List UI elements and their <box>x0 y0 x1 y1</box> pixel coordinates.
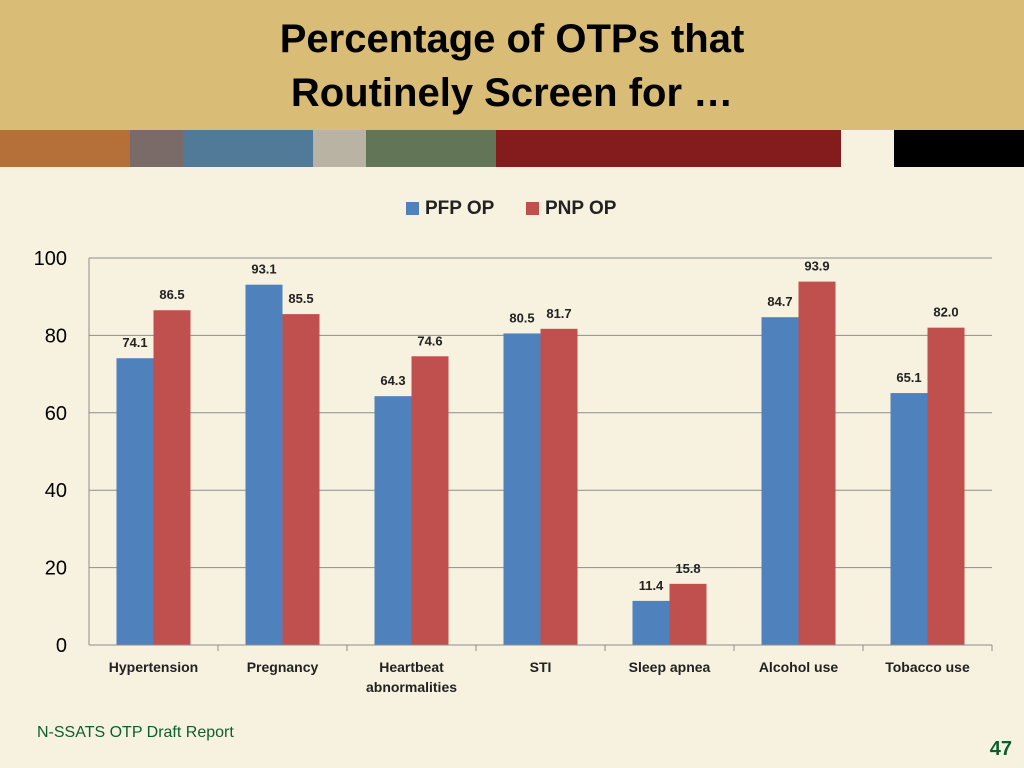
y-tick-label: 40 <box>45 480 67 502</box>
bar-pfp-op <box>245 284 283 645</box>
data-label: 11.4 <box>639 578 664 593</box>
data-label: 64.3 <box>380 373 405 388</box>
bar-pnp-op <box>669 583 707 645</box>
data-label: 80.5 <box>509 310 534 325</box>
slide-title-line-2: Routinely Screen for … <box>290 71 734 115</box>
legend-swatch <box>526 202 539 215</box>
strip-segment <box>130 130 183 167</box>
x-tick-label: Heartbeat <box>379 659 444 675</box>
data-label: 93.9 <box>804 259 829 274</box>
data-label: 65.1 <box>896 370 921 385</box>
bar-pfp-op <box>116 358 154 645</box>
x-tick-label: Hypertension <box>109 659 198 675</box>
x-tick-label: Tobacco use <box>885 659 970 675</box>
bar-pnp-op <box>411 356 449 645</box>
bar-pfp-op <box>374 396 412 645</box>
strip-segment <box>183 130 313 167</box>
x-tick-label: Sleep apnea <box>629 659 711 675</box>
decorative-color-strip <box>0 130 1024 167</box>
x-tick-label: Alcohol use <box>759 659 839 675</box>
bar-pnp-op <box>798 281 836 645</box>
data-label: 93.1 <box>251 262 276 277</box>
data-label: 82.0 <box>933 305 958 320</box>
slide-title-line-1: Percentage of OTPs that <box>279 17 745 61</box>
y-tick-label: 100 <box>34 248 67 270</box>
data-label: 74.6 <box>417 333 442 348</box>
x-tick-label: abnormalities <box>366 679 457 695</box>
title-banner <box>0 0 1024 130</box>
legend-label: PFP OP <box>425 198 495 219</box>
bar-pnp-op <box>282 314 320 645</box>
x-tick-label: STI <box>530 659 552 675</box>
strip-segment <box>894 130 1024 167</box>
y-tick-label: 0 <box>56 635 67 657</box>
bar-chart: 0 20 40 60 80 100 74.1 86.5 Hypertension 93.1 85.5… <box>34 198 993 695</box>
chart-container: 0 20 40 60 80 100 74.1 86.5 Hypertension 93.1 85.5… <box>0 180 1024 710</box>
strip-segment <box>841 130 894 167</box>
bar-pfp-op <box>503 333 541 645</box>
data-label: 81.7 <box>546 306 571 321</box>
data-label: 86.5 <box>159 287 184 302</box>
data-label: 15.8 <box>675 561 700 576</box>
legend-label: PNP OP <box>545 198 617 219</box>
bar-pfp-op <box>761 317 799 645</box>
bar-pnp-op <box>927 327 965 645</box>
bar-pfp-op <box>632 600 670 645</box>
bar-pfp-op <box>890 393 928 645</box>
y-tick-label: 60 <box>45 403 67 425</box>
data-label: 84.7 <box>767 294 792 309</box>
legend-swatch <box>406 202 419 215</box>
page-number: 47 <box>989 738 1012 760</box>
data-label: 85.5 <box>288 291 313 306</box>
strip-segment <box>366 130 496 167</box>
y-tick-label: 80 <box>45 325 67 347</box>
y-tick-label: 20 <box>45 558 67 580</box>
strip-segment <box>313 130 366 167</box>
x-tick-label: Pregnancy <box>247 659 319 675</box>
footer-text: N-SSATS OTP Draft Report <box>37 724 234 741</box>
bar-pnp-op <box>540 328 578 645</box>
strip-segment <box>0 130 130 167</box>
data-label: 74.1 <box>122 335 147 350</box>
strip-segment <box>496 130 841 167</box>
slide-title: Percentage of OTPs that Routinely Screen… <box>0 12 1024 120</box>
bar-pnp-op <box>153 310 191 645</box>
